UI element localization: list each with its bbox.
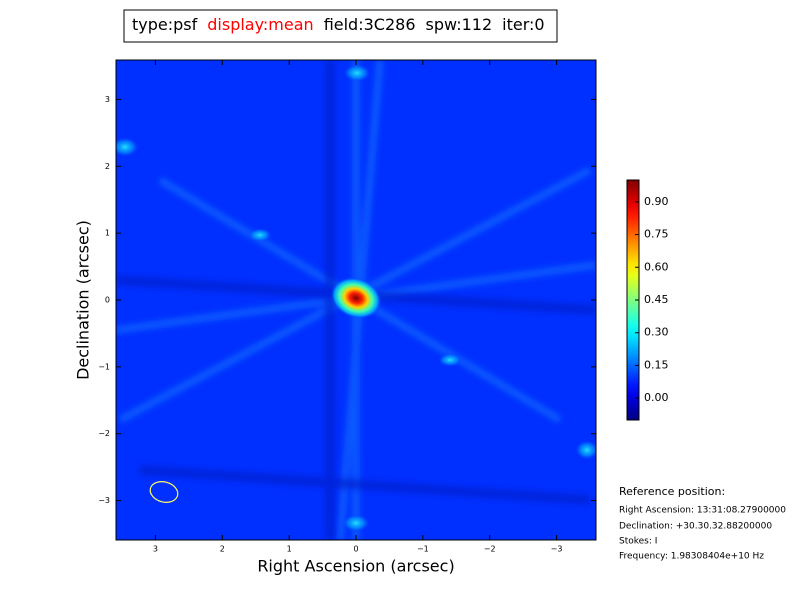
title-box bbox=[123, 9, 558, 43]
reference-line: Right Ascension: 13:31:08.27900000 bbox=[619, 506, 786, 516]
psf-image bbox=[116, 60, 596, 540]
x-tick-label: 2 bbox=[220, 545, 225, 554]
y-tick-label: 3 bbox=[105, 95, 110, 104]
title-part: spw:112 bbox=[426, 15, 493, 34]
y-tick-label: −2 bbox=[98, 429, 110, 438]
x-axis-label: Right Ascension (arcsec) bbox=[257, 557, 454, 576]
colorbar-tick-label: 0.75 bbox=[644, 228, 669, 241]
y-tick-label: 1 bbox=[105, 229, 110, 238]
title-part: display:mean bbox=[207, 15, 313, 34]
title-part: iter:0 bbox=[502, 15, 544, 34]
x-tick-label: −2 bbox=[484, 545, 496, 554]
title-part: field:3C286 bbox=[324, 15, 416, 34]
y-tick-label: −3 bbox=[98, 496, 110, 505]
x-tick-label: 3 bbox=[153, 545, 158, 554]
x-tick-label: 0 bbox=[353, 545, 358, 554]
x-tick-label: −1 bbox=[417, 545, 429, 554]
title-part: type:psf bbox=[132, 15, 198, 34]
y-tick-label: 2 bbox=[105, 162, 110, 171]
y-axis-label: Declination (arcsec) bbox=[74, 220, 93, 380]
y-tick-label: −1 bbox=[98, 362, 110, 371]
colorbar-tick-label: 0.90 bbox=[644, 195, 669, 208]
reference-line: Stokes: I bbox=[619, 537, 657, 547]
colorbar-tick-label: 0.00 bbox=[644, 391, 669, 404]
y-tick-label: 0 bbox=[105, 296, 110, 305]
colorbar-tick-label: 0.45 bbox=[644, 293, 669, 306]
chart-title: type:psf display:mean field:3C286 spw:112 it… bbox=[132, 15, 545, 34]
reference-title: Reference position: bbox=[619, 485, 725, 498]
reference-line: Declination: +30.30.32.88200000 bbox=[619, 522, 772, 532]
x-tick-label: −3 bbox=[551, 545, 563, 554]
colorbar-tick-label: 0.30 bbox=[644, 326, 669, 339]
colorbar-tick-label: 0.60 bbox=[644, 260, 669, 273]
reference-line: Frequency: 1.98308404e+10 Hz bbox=[619, 552, 764, 562]
colorbar-tick-label: 0.15 bbox=[644, 358, 669, 371]
x-tick-label: 1 bbox=[287, 545, 292, 554]
